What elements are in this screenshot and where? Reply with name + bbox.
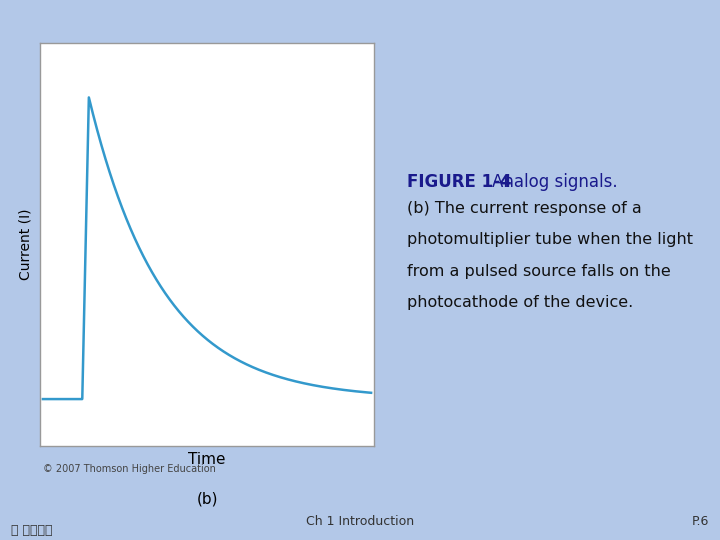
Text: © 2007 Thomson Higher Education: © 2007 Thomson Higher Education [43,464,216,475]
Text: Analog signals.: Analog signals. [492,173,617,191]
Text: Ch 1 Introduction: Ch 1 Introduction [306,515,414,528]
Text: P.6: P.6 [692,515,709,528]
X-axis label: Time: Time [188,453,226,468]
Text: (b): (b) [197,491,217,507]
Text: FIGURE 1-4: FIGURE 1-4 [407,173,511,191]
Text: from a pulsed source falls on the: from a pulsed source falls on the [407,264,670,279]
Text: photocathode of the device.: photocathode of the device. [407,295,633,310]
Text: photomultiplier tube when the light: photomultiplier tube when the light [407,232,693,247]
Text: ⓘ 歐亞書局: ⓘ 歐亞書局 [11,524,53,537]
Y-axis label: Current (I): Current (I) [19,208,32,280]
Text: (b) The current response of a: (b) The current response of a [407,201,642,216]
